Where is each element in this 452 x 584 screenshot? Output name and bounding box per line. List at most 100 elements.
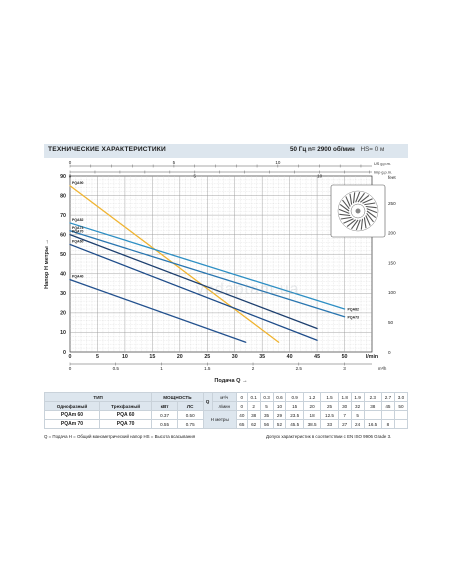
x-tick-label: 0 xyxy=(69,354,72,360)
x-tick-label: 50 xyxy=(342,354,348,360)
y-tick-label: 80 xyxy=(60,193,66,199)
series-start-label: PQA40 xyxy=(72,275,84,279)
impeller-blade xyxy=(365,205,377,209)
right-tick-label: 150 xyxy=(388,260,396,265)
q-m3h-6: 1.5 xyxy=(320,392,339,402)
lmin-label: л/мин xyxy=(211,401,237,411)
head-value: 16.5 xyxy=(363,419,382,429)
header-spec: 50 Гц n= 2900 об/мин HS= 0 м xyxy=(290,146,384,153)
head-value: 52 xyxy=(272,419,287,429)
q-m3h-5: 1.2 xyxy=(302,392,322,402)
impeller-blade xyxy=(360,218,364,230)
impeller-blade xyxy=(366,210,377,218)
q-m3h-0: 0 xyxy=(235,392,248,402)
series-start-label: PQA90 xyxy=(72,181,84,185)
impeller-blade xyxy=(352,192,356,204)
right-tick-label: 0 xyxy=(388,350,391,355)
q-m3h-9: 2.3 xyxy=(363,392,382,402)
power-header: МОЩНОСТЬ xyxy=(151,392,204,402)
impeller-blade xyxy=(345,196,351,207)
y-tick-label: 0 xyxy=(63,350,66,356)
chart-series xyxy=(69,185,346,343)
bottom-tick-label-m3h: 1.5 xyxy=(204,366,211,371)
top-tick-label-imp: 5 xyxy=(194,174,197,179)
x-tick-label: 10 xyxy=(122,354,128,360)
impeller-blade xyxy=(340,216,352,220)
head-value xyxy=(393,410,409,420)
x-tick-label: 25 xyxy=(204,354,210,360)
head-value: 40 xyxy=(235,410,248,420)
power-hp: 0.75 xyxy=(176,419,204,429)
y-tick-label: 30 xyxy=(60,291,66,297)
head-value: 45.5 xyxy=(285,419,304,429)
series-line-pqa-70 xyxy=(69,234,318,330)
head-value: 27 xyxy=(337,419,352,429)
table-header-row: ТИП МОЩНОСТЬ Q м³/ч 0 0.1 0.3 0.6 0.9 1.… xyxy=(43,392,409,411)
m3h-label: м³/ч xyxy=(211,392,237,402)
impeller-blade xyxy=(366,212,374,223)
head-value xyxy=(363,410,382,420)
bottom-tick-label-m3h: 1 xyxy=(160,366,163,371)
single-phase-model: PQAm 60 xyxy=(44,410,100,420)
q-lmin-2: 5 xyxy=(259,401,274,411)
impeller-blade xyxy=(346,219,357,227)
bottom-tick-label-m3h: 0.5 xyxy=(113,366,120,371)
series-end-label: PQA73 xyxy=(348,315,360,319)
x-tick-label: 5 xyxy=(96,354,99,360)
right-tick-label: 50 xyxy=(388,320,394,325)
head-value: 38.5 xyxy=(302,419,322,429)
x-tick-label: 45 xyxy=(314,354,320,360)
power-hp: 0.50 xyxy=(176,410,204,420)
q-lmin-7: 30 xyxy=(337,401,352,411)
y-tick-label: 90 xyxy=(60,174,66,180)
x-tick-label: 15 xyxy=(149,354,155,360)
head-value: 12.5 xyxy=(320,410,339,420)
series-line-pqa-40 xyxy=(69,278,247,343)
bottom-tick-label-m3h: 0 xyxy=(69,366,72,371)
series-start-label: PQA82 xyxy=(72,218,84,222)
q-m3h-10: 2.7 xyxy=(380,392,395,402)
series-start-label: PQA73 xyxy=(72,226,84,230)
top-tick-label-imp: 0 xyxy=(69,174,72,179)
y-tick-label: 10 xyxy=(60,330,66,336)
header-freq: 50 Гц xyxy=(290,146,307,153)
q-m3h-3: 0.6 xyxy=(272,392,287,402)
impeller-blade xyxy=(338,208,350,214)
impeller-blade xyxy=(339,213,351,217)
q-lmin-0: 0 xyxy=(235,401,248,411)
footer-legend: Q = Подача H = Общий манометрический нап… xyxy=(44,434,196,439)
head-value: 65 xyxy=(235,419,248,429)
impeller-blade xyxy=(363,217,367,229)
bottom-tick-label-m3h: 2.5 xyxy=(296,366,303,371)
x-tick-label: 30 xyxy=(232,354,238,360)
head-value: 5 xyxy=(350,410,365,420)
hp-header: ЛС xyxy=(176,401,204,411)
x-tick-label: 35 xyxy=(259,354,265,360)
q-m3h-1: 0.1 xyxy=(246,392,261,402)
series-start-label: PQA70 xyxy=(72,230,84,234)
top-tick-label-us: 10 xyxy=(275,160,281,165)
single-phase-header: Однофазный xyxy=(44,401,100,411)
series-start-label: PQA60 xyxy=(72,239,84,243)
chart-grid xyxy=(69,175,373,353)
head-value: 8 xyxy=(380,419,395,429)
y-tick-label: 70 xyxy=(60,213,66,219)
footer-tolerance: Допуск характеристик в соответствии с EN… xyxy=(266,434,392,439)
impeller-ring xyxy=(337,190,379,232)
q-m3h-8: 1.9 xyxy=(350,392,365,402)
y-tick-label: 60 xyxy=(60,232,66,238)
watermark: vodaptam.ua xyxy=(196,281,300,298)
q-lmin-1: 2 xyxy=(246,401,261,411)
top-axis-us-unit: US g.p.m. xyxy=(374,162,391,166)
head-value: 62 xyxy=(246,419,261,429)
series-line-pqa-82 xyxy=(69,222,346,310)
right-tick-label: 200 xyxy=(388,231,396,236)
impeller-blade xyxy=(366,208,378,214)
type-header: ТИП xyxy=(43,392,153,402)
x-axis-label: Подача Q → xyxy=(214,378,247,384)
impeller-blade xyxy=(355,219,361,231)
top-tick-label-imp: 10 xyxy=(317,174,323,179)
power-kw: 0.37 xyxy=(151,410,178,420)
